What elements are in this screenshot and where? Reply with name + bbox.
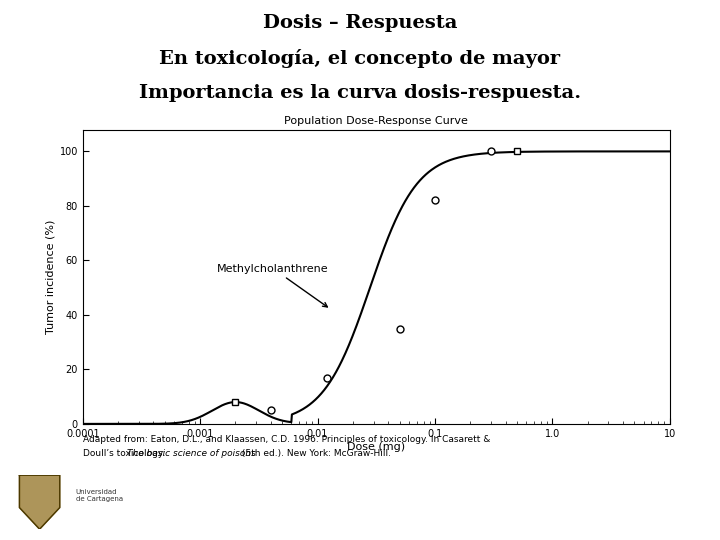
Text: Doull’s toxicology:: Doull’s toxicology: <box>83 449 168 458</box>
Text: Methylcholanthrene: Methylcholanthrene <box>217 264 329 307</box>
Text: En toxicología, el concepto de mayor: En toxicología, el concepto de mayor <box>159 49 561 68</box>
Text: Universidad
de Cartagena: Universidad de Cartagena <box>76 489 122 502</box>
Y-axis label: Tumor incidence (%): Tumor incidence (%) <box>45 220 55 334</box>
Text: The basic science of poisons: The basic science of poisons <box>127 449 256 458</box>
Text: Adapted from: Eaton, D.L., and Klaassen, C.D. 1996. Principles of toxicology. In: Adapted from: Eaton, D.L., and Klaassen,… <box>83 435 490 444</box>
Polygon shape <box>19 475 60 529</box>
Title: Population Dose-Response Curve: Population Dose-Response Curve <box>284 116 468 126</box>
Text: Importancia es la curva dosis-respuesta.: Importancia es la curva dosis-respuesta. <box>139 84 581 102</box>
Text: Dosis – Respuesta: Dosis – Respuesta <box>263 14 457 31</box>
Text: (5th ed.). New York: McGraw-Hill.: (5th ed.). New York: McGraw-Hill. <box>239 449 391 458</box>
X-axis label: Dose (mg): Dose (mg) <box>347 442 405 451</box>
